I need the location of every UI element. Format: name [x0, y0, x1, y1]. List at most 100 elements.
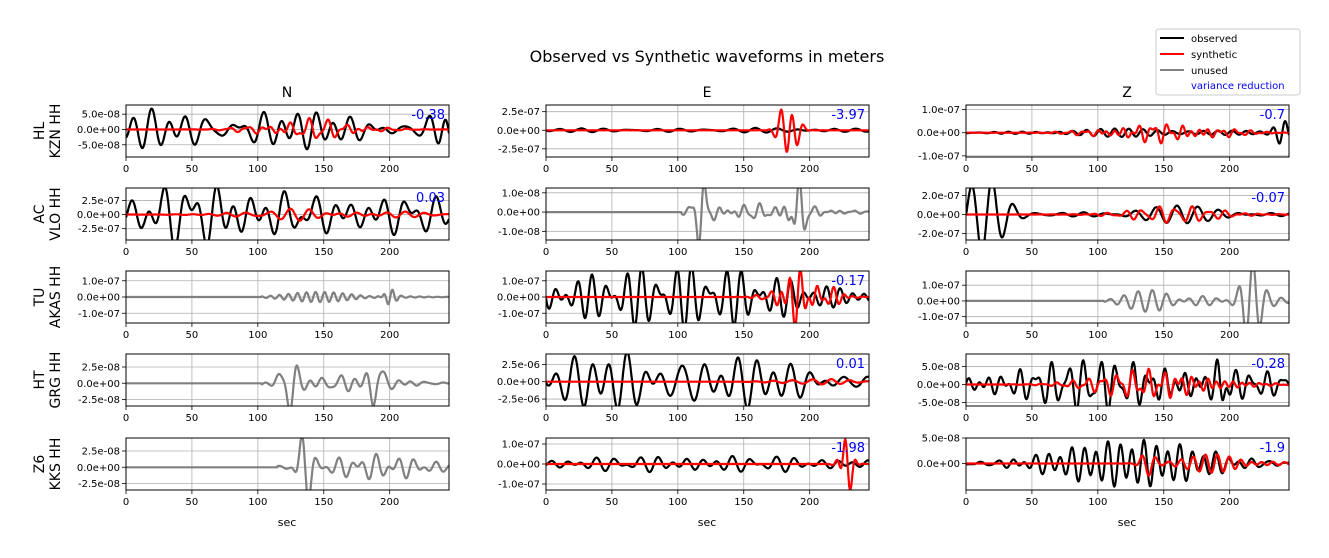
panel-ac-e: 0 50 100 150 200 1.0e-08 0.0e+00 -1.0e-08	[497, 187, 870, 258]
station-name-label: GRG HH	[48, 352, 64, 409]
synthetic-trace	[546, 271, 869, 323]
x-tick-label: 100	[1088, 164, 1107, 175]
variance-reduction-label: -3.97	[831, 108, 865, 123]
y-tick-label: -2.5e-07	[78, 224, 120, 235]
synthetic-trace	[126, 116, 449, 140]
trace-group	[126, 438, 449, 490]
x-tick-label: 150	[1154, 330, 1173, 341]
trace-group	[966, 438, 1289, 488]
x-tick-label: 100	[668, 413, 687, 424]
x-tick-label: 150	[1154, 497, 1173, 508]
x-tick-label: 0	[543, 164, 549, 175]
trace-group	[546, 188, 869, 240]
x-tick-label: 200	[1220, 164, 1239, 175]
y-tick-label: -2.0e-07	[918, 229, 960, 240]
y-tick-label: -5.0e-08	[78, 140, 120, 151]
y-tick-label: 2.5e-08	[82, 447, 120, 458]
panel-frame	[125, 187, 450, 241]
y-tick-label: -1.0e-07	[918, 312, 960, 323]
trace-group	[546, 271, 869, 323]
x-tick-label: 0	[543, 413, 549, 424]
panel-frame	[545, 353, 870, 407]
y-tick-label: 0.0e+00	[917, 459, 960, 470]
panel-frame	[965, 187, 1290, 241]
y-tick-label: 5.0e-08	[82, 110, 120, 121]
x-tick-label: 0	[543, 497, 549, 508]
trace-group	[966, 358, 1289, 406]
column-title-z: Z	[1122, 85, 1132, 101]
y-tick-label: 1.0e-08	[502, 188, 540, 199]
y-tick-label: 0.0e+00	[917, 210, 960, 221]
synthetic-trace	[966, 453, 1289, 477]
variance-reduction-label: -0.7	[1260, 108, 1285, 123]
x-tick-label: 200	[380, 497, 399, 508]
panel-grid: HL KZN HH 0 50 100 150 200 5.0e-08 0.0e+00 -5.0e-…	[32, 104, 1290, 508]
synthetic-trace	[546, 378, 869, 386]
x-tick-label: 0	[123, 247, 129, 258]
observed-trace	[126, 107, 449, 151]
x-tick-label: 100	[248, 247, 267, 258]
x-tick-label: 150	[734, 164, 753, 175]
synthetic-trace	[546, 438, 869, 490]
x-tick-label: 200	[380, 247, 399, 258]
x-tick-label: 50	[1026, 413, 1039, 424]
x-tick-label: 200	[380, 164, 399, 175]
panel-frame	[545, 187, 870, 241]
panel-frame	[965, 437, 1290, 491]
x-tick-label: 100	[1088, 497, 1107, 508]
unused-trace	[126, 288, 449, 306]
x-tick-label: 50	[606, 413, 619, 424]
x-tick-label: 100	[668, 164, 687, 175]
y-tick-label: 5.0e-08	[922, 362, 960, 373]
y-tick-label: 5.0e-08	[922, 434, 960, 445]
y-tick-label: 0.0e+00	[917, 380, 960, 391]
x-tick-label: 50	[186, 164, 199, 175]
x-axis-label-n: sec	[278, 516, 297, 529]
x-tick-label: 50	[1026, 164, 1039, 175]
y-tick-label: -2.5e-07	[498, 144, 540, 155]
trace-group	[546, 354, 869, 406]
x-tick-label: 200	[1220, 413, 1239, 424]
y-tick-label: 0.0e+00	[497, 208, 540, 219]
x-tick-label: 100	[1088, 330, 1107, 341]
x-tick-label: 200	[800, 247, 819, 258]
y-tick-label: 0.0e+00	[77, 379, 120, 390]
x-tick-label: 200	[800, 413, 819, 424]
synthetic-trace	[966, 205, 1289, 224]
x-tick-label: 100	[668, 247, 687, 258]
observed-trace	[546, 354, 869, 406]
trace-group	[966, 188, 1289, 240]
x-tick-label: 50	[1026, 247, 1039, 258]
y-tick-label: 0.0e+00	[497, 126, 540, 137]
panel-hl-e: 0 50 100 150 200 2.5e-07 0.0e+00 -2.5e-07 -3.97	[497, 104, 870, 175]
panel-frame	[125, 104, 450, 158]
x-tick-label: 150	[1154, 247, 1173, 258]
x-tick-label: 150	[734, 330, 753, 341]
panel-hl-z: 0 50 100 150 200 1.0e-07 0.0e+00 -1.0e-07 -0.7	[917, 104, 1290, 175]
y-tick-label: 0.0e+00	[497, 377, 540, 388]
x-tick-label: 0	[123, 413, 129, 424]
x-tick-label: 150	[314, 330, 333, 341]
x-tick-label: 100	[248, 330, 267, 341]
y-tick-label: 0.0e+00	[77, 125, 120, 136]
panel-ac-z: 0 50 100 150 200 2.0e-07 0.0e+00 -2.0e-07 -0.07	[917, 187, 1290, 258]
observed-trace	[966, 438, 1289, 488]
x-tick-label: 0	[963, 247, 969, 258]
station-name-label: KKS HH	[48, 438, 64, 491]
unused-trace	[126, 438, 449, 490]
variance-reduction-label: -1.9	[1260, 441, 1285, 456]
panel-ht-n: 0 50 100 150 200 2.5e-08 0.0e+00 -2.5e-08	[77, 353, 450, 424]
x-tick-label: 200	[1220, 497, 1239, 508]
unused-trace	[546, 188, 869, 240]
x-tick-label: 50	[1026, 330, 1039, 341]
y-tick-label: -2.5e-08	[78, 395, 120, 406]
station-network-label: TU	[32, 288, 48, 308]
x-tick-label: 0	[123, 164, 129, 175]
panel-frame	[545, 104, 870, 158]
x-tick-label: 0	[543, 247, 549, 258]
legend-box	[1155, 28, 1301, 96]
x-tick-label: 0	[963, 497, 969, 508]
trace-group	[126, 288, 449, 306]
trace-group	[546, 108, 869, 153]
